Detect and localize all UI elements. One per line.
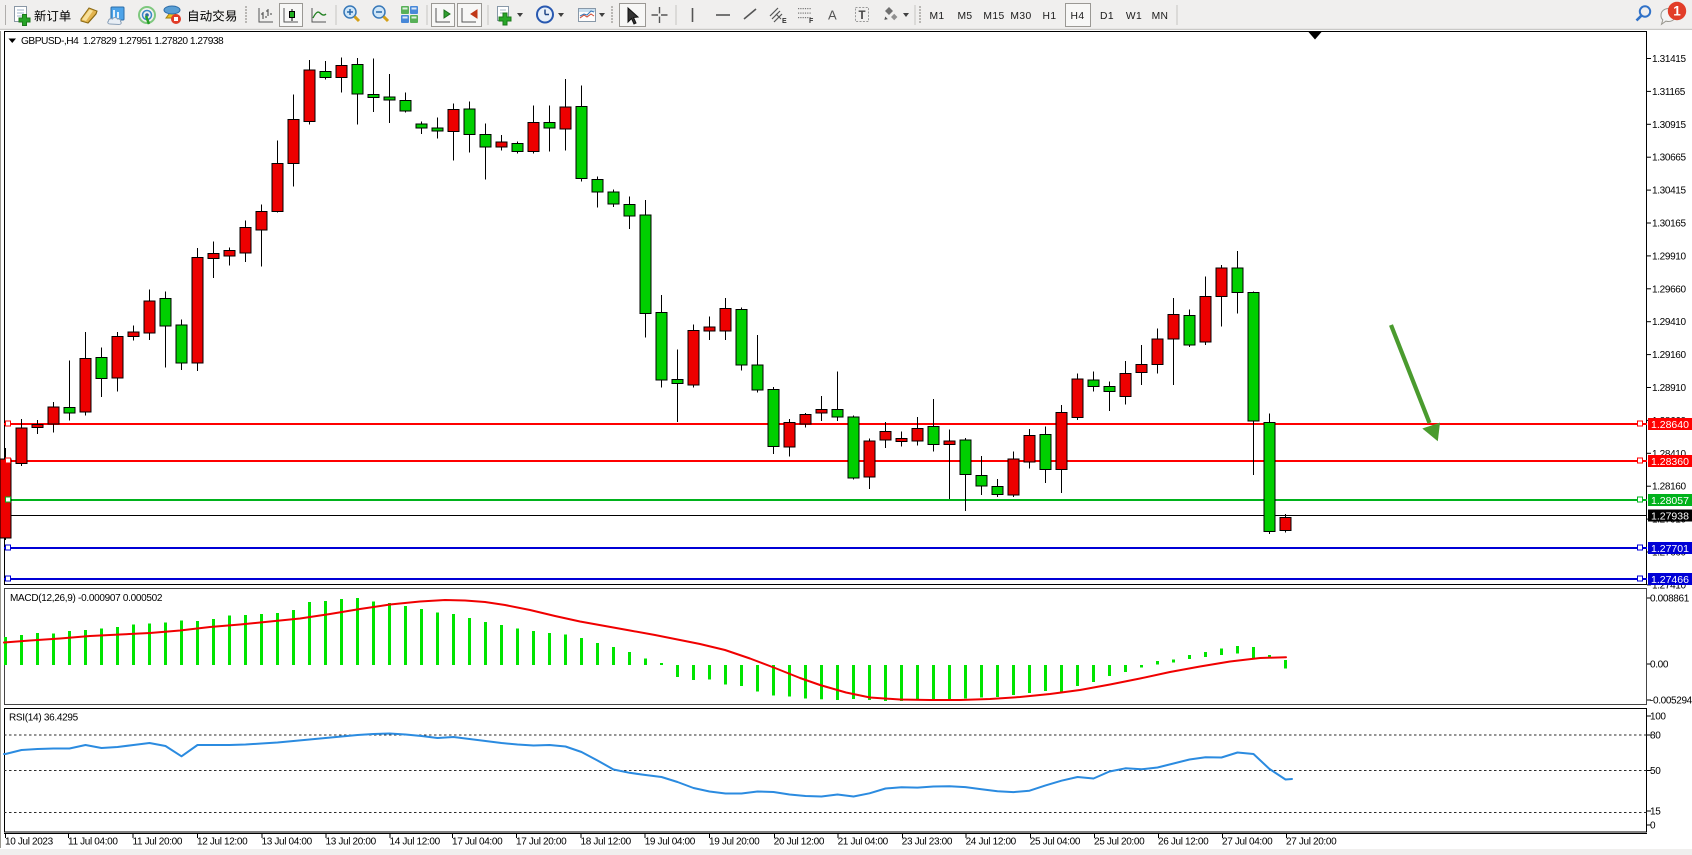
svg-text:1.29660: 1.29660 xyxy=(1652,284,1686,295)
svg-text:50: 50 xyxy=(1650,766,1661,777)
svg-text:12 Jul 12:00: 12 Jul 12:00 xyxy=(197,837,248,848)
svg-text:0: 0 xyxy=(1650,821,1656,832)
svg-text:1.30415: 1.30415 xyxy=(1652,186,1686,197)
svg-text:24 Jul 12:00: 24 Jul 12:00 xyxy=(966,837,1017,848)
svg-text:1.28410: 1.28410 xyxy=(1652,449,1686,460)
svg-text:14 Jul 12:00: 14 Jul 12:00 xyxy=(390,837,441,848)
svg-text:1.27466: 1.27466 xyxy=(1651,574,1689,586)
svg-text:M1: M1 xyxy=(929,11,944,22)
svg-text:11 Jul 20:00: 11 Jul 20:00 xyxy=(133,837,183,848)
svg-text:25 Jul 04:00: 25 Jul 04:00 xyxy=(1030,837,1081,848)
svg-text:1.29160: 1.29160 xyxy=(1652,350,1686,361)
svg-text:1.29910: 1.29910 xyxy=(1652,251,1686,262)
svg-text:19 Jul 04:00: 19 Jul 04:00 xyxy=(645,837,696,848)
svg-text:GBPUSD-,H4 1.27829 1.27951 1.: GBPUSD-,H4 1.27829 1.27951 1.27820 1.279… xyxy=(21,36,224,47)
svg-text:M30: M30 xyxy=(1010,11,1031,22)
svg-text:80: 80 xyxy=(1650,731,1661,742)
svg-text:1.31415: 1.31415 xyxy=(1652,54,1686,65)
svg-text:0.008861: 0.008861 xyxy=(1650,594,1690,605)
svg-text:10 Jul 2023: 10 Jul 2023 xyxy=(5,837,54,848)
svg-text:27 Jul 04:00: 27 Jul 04:00 xyxy=(1222,837,1273,848)
svg-text:-0.005294: -0.005294 xyxy=(1650,696,1692,707)
svg-text:17 Jul 04:00: 17 Jul 04:00 xyxy=(452,837,503,848)
svg-text:M5: M5 xyxy=(957,11,972,22)
svg-text:1.28360: 1.28360 xyxy=(1651,456,1689,468)
svg-text:H4: H4 xyxy=(1071,11,1085,22)
svg-text:1.27938: 1.27938 xyxy=(1651,511,1689,523)
svg-text:1.27410: 1.27410 xyxy=(1652,580,1686,591)
svg-text:1.28160: 1.28160 xyxy=(1652,482,1686,493)
svg-text:W1: W1 xyxy=(1126,11,1142,22)
svg-text:17 Jul 20:00: 17 Jul 20:00 xyxy=(516,837,567,848)
svg-text:T: T xyxy=(859,10,866,22)
svg-text:21 Jul 04:00: 21 Jul 04:00 xyxy=(838,837,889,848)
svg-text:1.28910: 1.28910 xyxy=(1652,383,1686,394)
svg-text:MN: MN xyxy=(1152,11,1169,22)
svg-text:23 Jul 23:00: 23 Jul 23:00 xyxy=(902,837,953,848)
svg-text:RSI(14) 36.4295: RSI(14) 36.4295 xyxy=(9,713,79,724)
svg-text:13 Jul 20:00: 13 Jul 20:00 xyxy=(326,837,377,848)
svg-text:26 Jul 12:00: 26 Jul 12:00 xyxy=(1158,837,1209,848)
svg-text:1.30665: 1.30665 xyxy=(1652,153,1686,164)
svg-text:D1: D1 xyxy=(1100,11,1114,22)
svg-text:18 Jul 12:00: 18 Jul 12:00 xyxy=(581,837,632,848)
svg-text:0.00: 0.00 xyxy=(1650,660,1669,671)
svg-text:20 Jul 12:00: 20 Jul 12:00 xyxy=(774,837,825,848)
svg-text:E: E xyxy=(782,18,787,25)
svg-text:1.28640: 1.28640 xyxy=(1651,419,1689,431)
svg-text:1: 1 xyxy=(1673,4,1681,19)
svg-text:1.27701: 1.27701 xyxy=(1651,543,1689,555)
svg-text:MACD(12,26,9) -0.000907 0.0005: MACD(12,26,9) -0.000907 0.000502 xyxy=(10,593,163,604)
svg-text:100: 100 xyxy=(1650,712,1666,723)
svg-text:1.29410: 1.29410 xyxy=(1652,317,1686,328)
svg-text:1.30915: 1.30915 xyxy=(1652,120,1686,131)
svg-text:25 Jul 20:00: 25 Jul 20:00 xyxy=(1094,837,1145,848)
svg-text:19 Jul 20:00: 19 Jul 20:00 xyxy=(709,837,760,848)
svg-text:1.30165: 1.30165 xyxy=(1652,219,1686,230)
svg-text:11 Jul 04:00: 11 Jul 04:00 xyxy=(68,837,118,848)
svg-text:M15: M15 xyxy=(983,11,1004,22)
svg-text:15: 15 xyxy=(1650,807,1661,818)
svg-text:27 Jul 20:00: 27 Jul 20:00 xyxy=(1286,837,1337,848)
svg-text:A: A xyxy=(828,8,837,23)
svg-text:1.31165: 1.31165 xyxy=(1652,87,1686,98)
svg-text:H1: H1 xyxy=(1043,11,1057,22)
svg-text:13 Jul 04:00: 13 Jul 04:00 xyxy=(262,837,313,848)
svg-text:F: F xyxy=(809,18,814,25)
svg-text:1.28057: 1.28057 xyxy=(1651,495,1689,507)
